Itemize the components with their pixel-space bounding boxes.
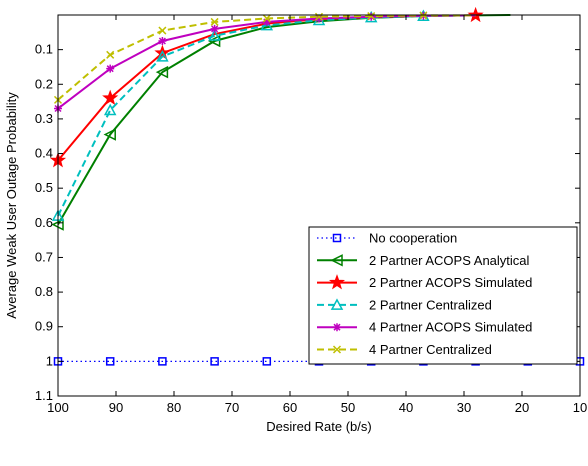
legend-label: 2 Partner Centralized xyxy=(369,297,492,312)
legend-marker xyxy=(330,254,343,267)
y-tick-label: 1.1 xyxy=(35,388,53,403)
x-tick-label: 90 xyxy=(109,400,123,415)
x-tick-label: 50 xyxy=(341,400,355,415)
y-tick-label: 0.5 xyxy=(35,180,53,195)
x-tick-label: 70 xyxy=(225,400,239,415)
data-point xyxy=(210,17,219,26)
legend-marker xyxy=(332,345,342,354)
x-tick-label: 100 xyxy=(47,400,69,415)
x-axis-label: Desired Rate (b/s) xyxy=(266,419,371,434)
data-point xyxy=(105,357,115,366)
data-point xyxy=(106,64,115,73)
y-tick-label: 0.7 xyxy=(35,249,53,264)
legend-marker xyxy=(328,274,346,290)
legend-marker xyxy=(330,298,344,310)
legend-entry: 2 Partner ACOPS Analytical xyxy=(317,253,530,268)
legend-entry: No cooperation xyxy=(317,231,457,246)
axes-box xyxy=(57,14,581,397)
y-tick-label: 0.2 xyxy=(35,76,53,91)
legend-label: 4 Partner ACOPS Simulated xyxy=(369,320,532,335)
x-tick-label: 80 xyxy=(167,400,181,415)
y-tick-label: 0.3 xyxy=(35,111,53,126)
series-6 xyxy=(53,11,476,104)
legend-label: 4 Partner Centralized xyxy=(369,342,492,357)
legend-label: 2 Partner ACOPS Analytical xyxy=(369,253,530,268)
data-point xyxy=(208,29,221,41)
legend-entry: 2 Partner ACOPS Simulated xyxy=(317,274,532,290)
y-tick-label: 0.4 xyxy=(35,146,53,161)
data-point xyxy=(210,357,219,366)
data-point xyxy=(367,12,376,21)
data-point xyxy=(158,26,167,35)
x-tick-label: 30 xyxy=(457,400,471,415)
data-point xyxy=(262,14,271,23)
legend-box xyxy=(308,226,578,365)
data-point xyxy=(158,357,167,366)
data-point xyxy=(155,65,169,79)
legend: No cooperation 2 Partner ACOPS Analytical… xyxy=(308,226,578,365)
legend-marker xyxy=(332,233,342,243)
y-tick-label: 0.8 xyxy=(35,284,53,299)
data-point xyxy=(262,17,271,26)
data-point xyxy=(156,49,169,62)
y-tick-label: 0.1 xyxy=(35,42,53,57)
x-tick-label: 60 xyxy=(283,400,297,415)
data-point xyxy=(103,128,116,141)
x-tick-label: 40 xyxy=(399,400,413,415)
data-point xyxy=(262,357,272,366)
legend-entry: 2 Partner Centralized xyxy=(317,297,492,312)
data-point xyxy=(106,50,115,59)
legend-label: No cooperation xyxy=(369,231,457,246)
y-tick-label: 1 xyxy=(46,353,53,368)
data-point xyxy=(158,36,167,45)
data-point xyxy=(314,12,324,21)
y-tick-label: 0.6 xyxy=(35,215,53,230)
data-point xyxy=(102,89,119,105)
legend-marker xyxy=(333,323,341,332)
x-tick-label: 20 xyxy=(515,400,529,415)
data-point xyxy=(103,103,117,116)
legend-entry: 4 Partner ACOPS Simulated xyxy=(317,320,532,335)
y-axis-label: Average Weak User Outage Probability xyxy=(4,92,19,319)
data-point xyxy=(210,24,219,33)
legend-label: 2 Partner ACOPS Simulated xyxy=(369,275,532,290)
x-tick-label: 10 xyxy=(573,400,587,415)
y-tick-label: 0.9 xyxy=(35,319,53,334)
axes: 100 90 80 70 60 50 40 30 20 10 0.1 0.2 0.3 0.4 0.5 0.6 0… xyxy=(35,14,587,415)
data-point xyxy=(315,14,323,23)
data-point xyxy=(207,34,221,48)
legend-entry: 4 Partner Centralized xyxy=(317,342,492,357)
